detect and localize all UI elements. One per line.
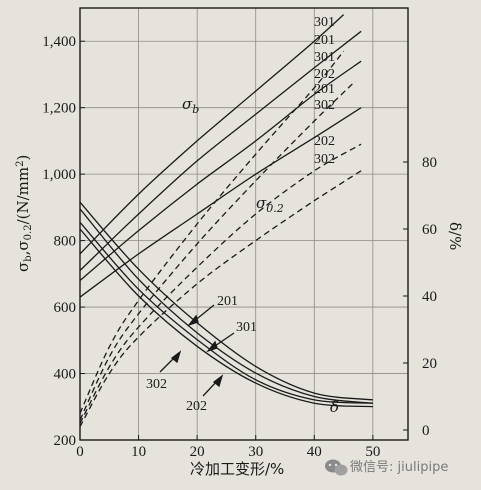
tick-labels: 0 10 20 30 40 50 200 400 600 800 1,000 1,200 1,400 0 2…: [42, 34, 437, 460]
label-d-302: 302: [146, 377, 167, 392]
series-line-sigma_02-202: [79, 143, 362, 424]
label-s02-201: 201: [314, 82, 335, 97]
arrow-head-201: [187, 314, 199, 327]
x-tick-label: 20: [190, 444, 205, 460]
arrow-head-202: [212, 374, 224, 388]
y-right-tick-label: 80: [422, 155, 437, 171]
series-line-sigma_b-302: [79, 107, 362, 298]
series-line-sigma_02-201: [79, 80, 356, 421]
watermark-text: 微信号: jiulipipe: [350, 460, 448, 475]
y-left-tick-label: 400: [54, 367, 77, 383]
plot-frame: [79, 7, 409, 441]
series-line-sigma_b-201: [79, 30, 362, 271]
series-line-sigma_02-301: [79, 50, 345, 414]
y-left-tick-label: 1,000: [42, 167, 76, 183]
x-tick-label: 30: [248, 444, 263, 460]
x-tick-label: 0: [76, 444, 84, 460]
series-line-sigma_02-302: [79, 170, 362, 428]
label-s02-301: 301: [314, 50, 335, 65]
label-d-202: 202: [186, 399, 207, 414]
y-left-tick-label: 1,400: [42, 34, 76, 50]
y-left-tick-label: 800: [54, 234, 77, 250]
y-right-axis-title: δ/%: [446, 222, 464, 250]
y-right-tick-label: 40: [422, 289, 437, 305]
x-tick-label: 10: [131, 444, 146, 460]
series-line-delta-202: [79, 228, 373, 408]
label-s02-202: 202: [314, 134, 335, 149]
x-axis-title: 冷加工变形/%: [190, 460, 284, 478]
watermark: 微信号: jiulipipe: [325, 459, 448, 476]
label-sb-201: 201: [314, 33, 335, 48]
y-right-tick-label: 20: [422, 356, 437, 372]
arrow-head-301: [206, 340, 218, 353]
y-left-tick-label: 600: [54, 300, 77, 316]
label-d-301: 301: [236, 320, 257, 335]
x-tick-label: 40: [307, 444, 322, 460]
label-sb-302: 302: [314, 98, 335, 113]
wechat-icon: [325, 459, 348, 476]
series-line-sigma_b-301: [79, 14, 345, 255]
series-line-sigma_b-202: [79, 60, 362, 281]
label-sb-301: 301: [314, 15, 335, 30]
y-right-tick-label: 0: [422, 423, 430, 439]
y-left-axis-title: σb,σ0.2/(N/mm2): [14, 155, 34, 272]
label-s02-302: 302: [314, 152, 335, 167]
arrow-head-302: [170, 350, 182, 364]
label-sb-202: 202: [314, 67, 335, 82]
series-labels: 301 201 301 202 201 302 202 302 201 301 …: [146, 15, 335, 414]
label-d-201: 201: [217, 294, 238, 309]
x-tick-label: 50: [365, 444, 380, 460]
group-label-delta: δ: [330, 398, 339, 416]
y-right-tick-label: 60: [422, 222, 437, 238]
label-arrows: [159, 304, 235, 397]
axes: [79, 7, 409, 441]
y-left-tick-label: 200: [54, 433, 77, 449]
series-lines: [79, 14, 373, 428]
y-left-tick-label: 1,200: [42, 101, 76, 117]
series-line-delta-201: [79, 201, 373, 401]
series-line-delta-302: [79, 221, 373, 404]
